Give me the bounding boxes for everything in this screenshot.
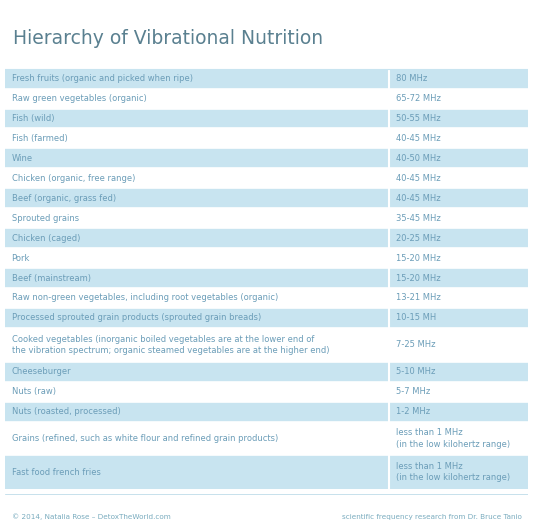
Text: 13-21 MHz: 13-21 MHz [395, 294, 440, 303]
Text: Nuts (raw): Nuts (raw) [12, 387, 55, 396]
Text: Chicken (caged): Chicken (caged) [12, 234, 80, 243]
Bar [5, 109, 528, 128]
Text: less than 1 MHz
(in the low kilohertz range): less than 1 MHz (in the low kilohertz ra… [395, 462, 510, 482]
Text: scientific frequency research from Dr. Bruce Tanio: scientific frequency research from Dr. B… [342, 514, 521, 520]
Text: Raw non-green vegetables, including root vegetables (organic): Raw non-green vegetables, including root… [12, 294, 278, 303]
Text: Fast food french fries: Fast food french fries [12, 468, 101, 477]
Text: 35-45 MHz: 35-45 MHz [395, 214, 440, 223]
Text: Fish (farmed): Fish (farmed) [12, 134, 67, 143]
Bar [5, 169, 528, 188]
Text: Hierarchy of Vibrational Nutrition: Hierarchy of Vibrational Nutrition [13, 29, 324, 48]
Text: 10-15 MH: 10-15 MH [395, 313, 436, 322]
Text: Beef (organic, grass fed): Beef (organic, grass fed) [12, 194, 116, 203]
Text: 50-55 MHz: 50-55 MHz [395, 114, 440, 123]
Text: Sprouted grains: Sprouted grains [12, 214, 79, 223]
Bar [5, 455, 528, 489]
Text: Fish (wild): Fish (wild) [12, 114, 54, 123]
Text: Beef (mainstream): Beef (mainstream) [12, 273, 91, 282]
Text: Grains (refined, such as white flour and refined grain products): Grains (refined, such as white flour and… [12, 434, 278, 443]
Bar [5, 328, 528, 362]
Text: Fresh fruits (organic and picked when ripe): Fresh fruits (organic and picked when ri… [12, 74, 192, 83]
Bar [5, 288, 528, 308]
Bar [5, 148, 528, 169]
Text: 40-45 MHz: 40-45 MHz [395, 134, 440, 143]
Text: 80 MHz: 80 MHz [395, 74, 427, 83]
Bar [5, 208, 528, 228]
Bar [5, 228, 528, 248]
Bar [5, 248, 528, 268]
Text: 40-45 MHz: 40-45 MHz [395, 174, 440, 183]
Text: 15-20 MHz: 15-20 MHz [395, 273, 440, 282]
Text: 5-7 MHz: 5-7 MHz [395, 387, 430, 396]
Bar [5, 382, 528, 402]
Bar [5, 421, 528, 455]
Bar [5, 268, 528, 288]
Text: 20-25 MHz: 20-25 MHz [395, 234, 440, 243]
Text: Raw green vegetables (organic): Raw green vegetables (organic) [12, 94, 147, 103]
Text: 40-45 MHz: 40-45 MHz [395, 194, 440, 203]
Text: Chicken (organic, free range): Chicken (organic, free range) [12, 174, 135, 183]
Bar [5, 69, 528, 89]
Text: Wine: Wine [12, 154, 33, 163]
Text: Cheeseburger: Cheeseburger [12, 367, 71, 376]
Text: © 2014, Natalia Rose – DetoxTheWorld.com: © 2014, Natalia Rose – DetoxTheWorld.com [12, 514, 171, 520]
Bar [5, 188, 528, 208]
Bar [5, 89, 528, 109]
Text: 7-25 MHz: 7-25 MHz [395, 340, 435, 349]
Text: 65-72 MHz: 65-72 MHz [395, 94, 440, 103]
Text: Nuts (roasted, processed): Nuts (roasted, processed) [12, 407, 120, 416]
Text: less than 1 MHz
(in the low kilohertz range): less than 1 MHz (in the low kilohertz ra… [395, 428, 510, 448]
Text: 1-2 MHz: 1-2 MHz [395, 407, 430, 416]
Text: Processed sprouted grain products (sprouted grain breads): Processed sprouted grain products (sprou… [12, 313, 261, 322]
Text: Cooked vegetables (inorganic boiled vegetables are at the lower end of
the vibra: Cooked vegetables (inorganic boiled vege… [12, 335, 329, 355]
Text: 5-10 MHz: 5-10 MHz [395, 367, 435, 376]
Bar [5, 308, 528, 328]
Text: 40-50 MHz: 40-50 MHz [395, 154, 440, 163]
Text: 15-20 MHz: 15-20 MHz [395, 253, 440, 262]
Bar [5, 362, 528, 382]
Text: Pork: Pork [12, 253, 30, 262]
Bar [5, 402, 528, 421]
Bar [5, 128, 528, 148]
